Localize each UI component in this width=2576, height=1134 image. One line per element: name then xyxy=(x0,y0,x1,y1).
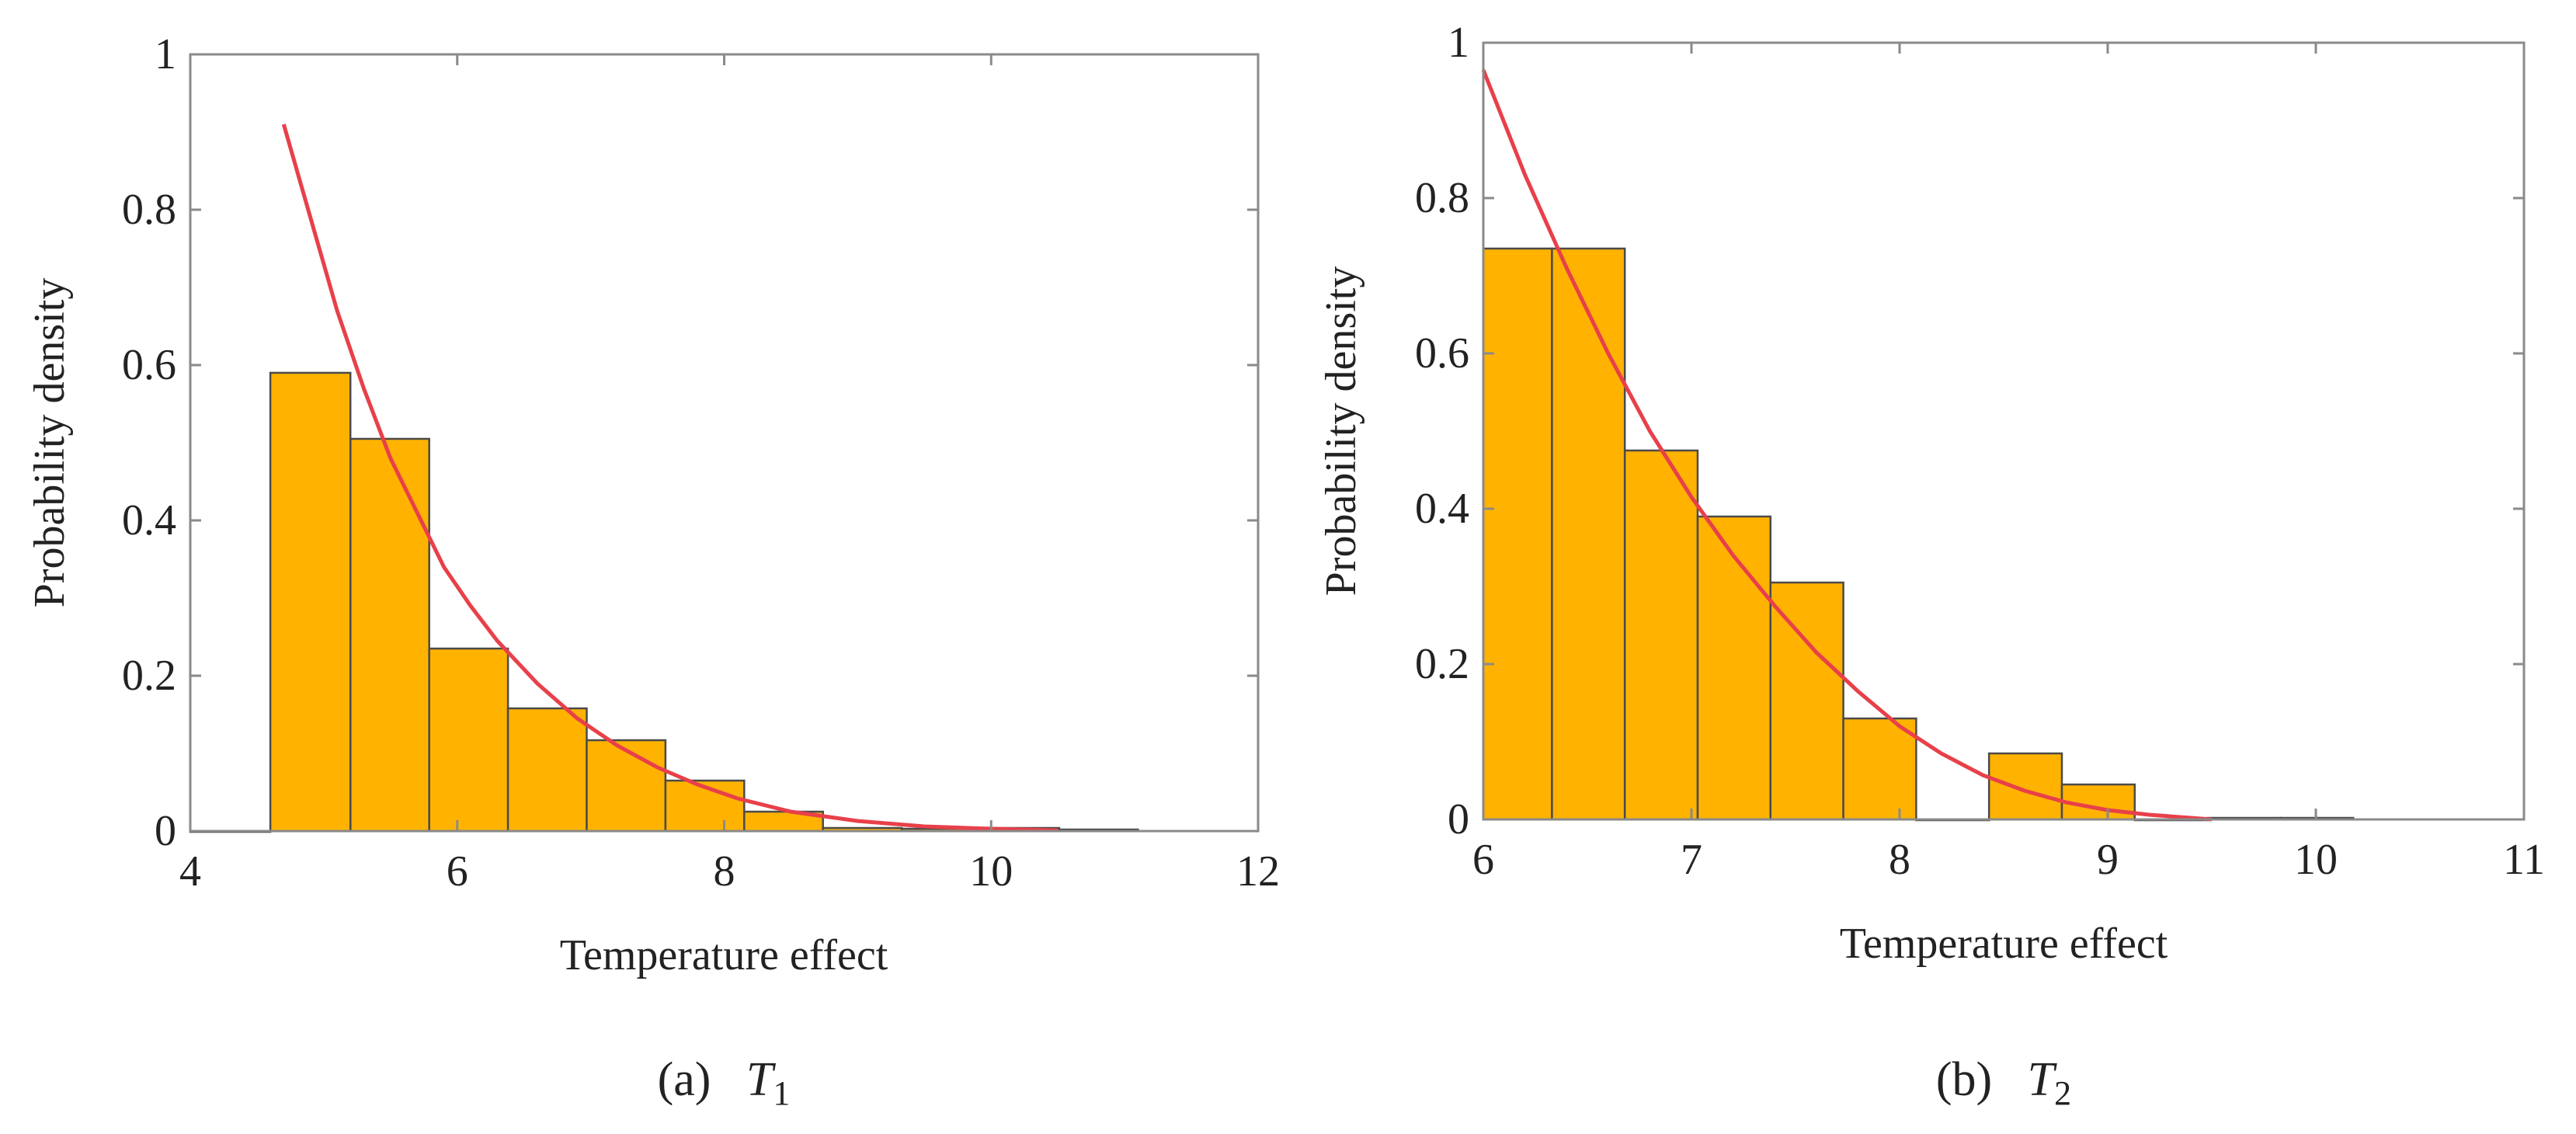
panel-b-caption-variable: T xyxy=(2028,1053,2058,1106)
panel-b-bar-5 xyxy=(1842,717,1917,821)
panel-b-y-tick-label-1: 0.2 xyxy=(1415,640,1469,688)
panel-b-bar-1 xyxy=(1551,247,1626,821)
panel-b-bar-0 xyxy=(1482,247,1553,821)
panel-b-bar-3 xyxy=(1696,515,1772,821)
panel-a-y-tick-label-1: 0.2 xyxy=(122,652,176,700)
panel-a-bar-5 xyxy=(586,739,667,833)
panel-b-caption-subscript: 2 xyxy=(2054,1074,2071,1112)
panel-a-fit-curve xyxy=(281,123,1059,833)
panel-b-y-tick-label-4: 0.8 xyxy=(1415,174,1469,222)
panel-a-bar-2 xyxy=(349,437,430,833)
panel-a-x-tick-label-2: 8 xyxy=(714,847,735,896)
panel-a-bars xyxy=(189,371,1139,833)
panel-a-caption-variable: T xyxy=(746,1053,777,1106)
panel-a-y-tick-label-0: 0 xyxy=(155,807,176,855)
panel-b-bar-4 xyxy=(1769,581,1844,821)
panel-b-caption: (b) T2 xyxy=(1936,1053,2071,1112)
panel-b-x-tick-label-2: 8 xyxy=(1889,836,1910,884)
panel-a-bar-3 xyxy=(428,647,509,833)
panel-b-x-ticks: 6 7 8 9 10 11 xyxy=(1472,43,2545,884)
panel-a-x-tick-label-3: 10 xyxy=(969,847,1013,896)
panel-a-bar-4 xyxy=(506,707,588,833)
panel-a-caption: (a) T1 xyxy=(658,1053,791,1112)
panel-a-x-tick-label-4: 12 xyxy=(1236,847,1280,896)
panel-b-x-tick-label-5: 11 xyxy=(2503,836,2545,884)
panel-a-y-axis-label: Probability density xyxy=(26,278,74,608)
panel-b-y-tick-label-0: 0 xyxy=(1448,795,1469,844)
panel-b-bar-2 xyxy=(1623,449,1699,821)
panel-b-y-tick-label-5: 1 xyxy=(1448,19,1469,67)
panel-a-y-tick-label-5: 1 xyxy=(155,30,176,78)
panel-b-y-tick-label-2: 0.4 xyxy=(1415,485,1469,533)
panel-a-caption-subscript: 1 xyxy=(773,1074,790,1112)
panel-b-x-tick-label-4: 10 xyxy=(2294,836,2338,884)
panel-a-y-tick-label-4: 0.8 xyxy=(122,186,176,234)
panel-b-x-tick-label-1: 7 xyxy=(1681,836,1702,884)
panel-b-caption-prefix: (b) xyxy=(1936,1053,1992,1106)
panel-a-x-ticks: 4 6 8 10 12 xyxy=(179,54,1280,896)
panel-a-x-axis-label: Temperature effect xyxy=(560,931,888,979)
panel-a-x-tick-label-0: 4 xyxy=(179,847,201,896)
panel-a: 4 6 8 10 12 0 0.2 0.4 0.6 0.8 1 Temperature effec… xyxy=(26,30,1280,1112)
panel-b-y-axis-label: Probability density xyxy=(1317,266,1365,597)
panel-b-x-axis-label: Temperature effect xyxy=(1840,920,2168,968)
panel-a-y-tick-label-3: 0.6 xyxy=(122,341,176,389)
panel-b: 6 7 8 9 10 11 0 0.2 0.4 0.6 0.8 1 Temperature effe… xyxy=(1317,19,2545,1112)
panel-a-caption-prefix: (a) xyxy=(658,1053,711,1106)
panel-a-x-tick-label-1: 6 xyxy=(447,847,468,896)
panel-b-y-tick-label-3: 0.6 xyxy=(1415,329,1469,377)
panel-b-y-ticks: 0 0.2 0.4 0.6 0.8 1 xyxy=(1415,19,2524,844)
panel-a-bar-1 xyxy=(269,371,352,833)
panel-b-bar-7 xyxy=(1987,752,2063,821)
panel-a-y-ticks: 0 0.2 0.4 0.6 0.8 1 xyxy=(122,30,1258,855)
panel-b-x-tick-label-3: 9 xyxy=(2097,836,2119,884)
panel-b-axes-frame xyxy=(1482,41,2526,821)
panel-b-x-tick-label-0: 6 xyxy=(1472,836,1494,884)
panel-a-y-tick-label-2: 0.4 xyxy=(122,496,176,544)
